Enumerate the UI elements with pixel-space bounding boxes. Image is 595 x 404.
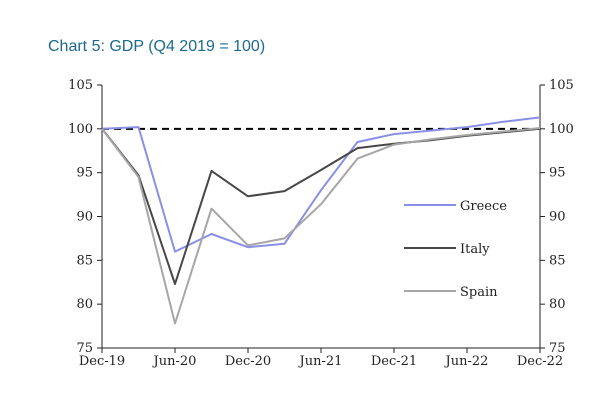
x-tick-label: Dec-20 bbox=[225, 354, 271, 369]
chart-title: Chart 5: GDP (Q4 2019 = 100) bbox=[48, 38, 266, 55]
y-tick-label-right: 85 bbox=[549, 253, 566, 268]
x-tick-label: Jun-20 bbox=[152, 354, 197, 369]
series-group bbox=[101, 116, 541, 325]
x-tick-label: Dec-19 bbox=[79, 354, 125, 369]
y-tick-label-left: 90 bbox=[76, 210, 93, 225]
x-tick-label: Jun-21 bbox=[298, 354, 343, 369]
x-tick-label: Jun-22 bbox=[444, 354, 489, 369]
legend-label-spain: Spain bbox=[460, 285, 498, 300]
y-tick-label-left: 85 bbox=[76, 253, 93, 268]
series-line-spain bbox=[101, 127, 541, 325]
y-tick-label-left: 100 bbox=[68, 122, 93, 137]
y-tick-label-right: 95 bbox=[549, 166, 566, 181]
y-tick-label-left: 105 bbox=[68, 78, 93, 93]
series-line-greece bbox=[101, 116, 541, 253]
x-tick-label: Dec-22 bbox=[517, 354, 563, 369]
y-tick-label-left: 75 bbox=[76, 341, 93, 356]
y-tick-label-right: 80 bbox=[549, 297, 566, 312]
y-tick-label-right: 90 bbox=[549, 210, 566, 225]
y-tick-label-right: 100 bbox=[549, 122, 574, 137]
y-tick-label-left: 80 bbox=[76, 297, 93, 312]
chart-legend: Greece Italy Spain bbox=[404, 199, 507, 300]
y-tick-label-right: 75 bbox=[549, 341, 566, 356]
x-tick-label: Dec-21 bbox=[371, 354, 417, 369]
legend-label-italy: Italy bbox=[460, 242, 490, 257]
legend-label-greece: Greece bbox=[460, 199, 507, 214]
y-tick-label-right: 105 bbox=[549, 78, 574, 93]
y-tick-label-left: 95 bbox=[76, 166, 93, 181]
